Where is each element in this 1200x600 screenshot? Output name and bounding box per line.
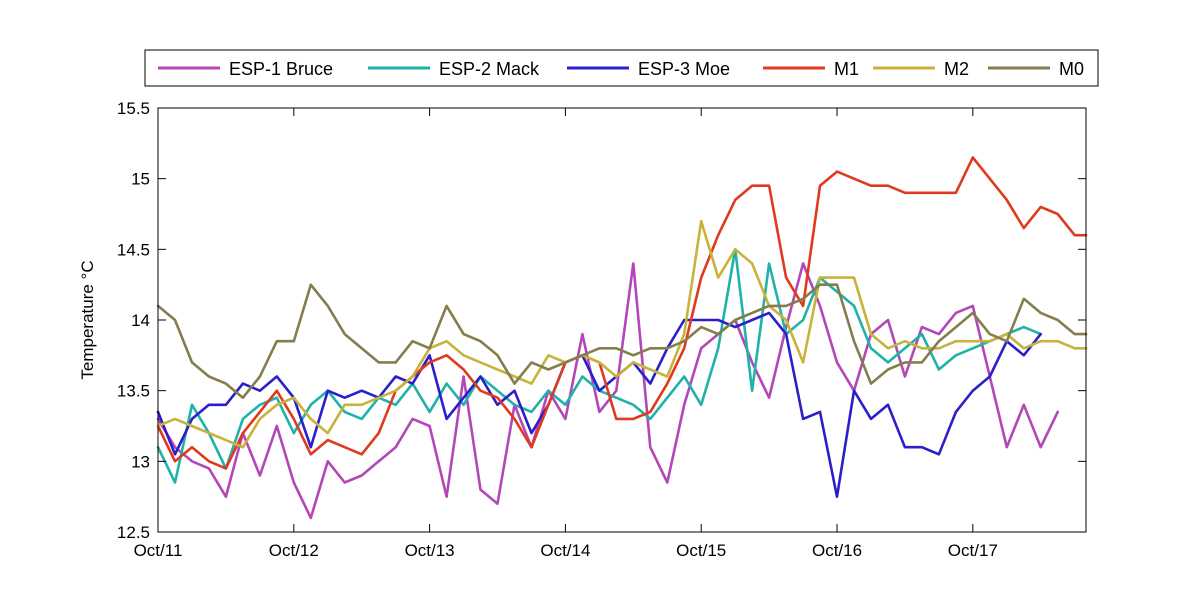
x-tick-label: Oct/11 [134,541,183,560]
legend-label-esp-1-bruce: ESP-1 Bruce [229,59,333,79]
x-tick-label: Oct/14 [540,541,590,560]
tick-layer: Oct/11 Oct/12 Oct/13 Oct/14 Oct/15 Oct/16 Oct/… [117,99,1086,560]
y-tick-label: 15.5 [117,99,150,118]
series-line-m0 [156,283,1088,400]
legend-label-m2: M2 [944,59,969,79]
y-tick-label: 15 [131,170,150,189]
y-tick-label: 14 [131,311,150,330]
series-line-m1 [156,156,1088,470]
y-tick-label: 12.5 [117,523,150,542]
x-tick-label: Oct/17 [948,541,998,560]
legend-label-m1: M1 [834,59,859,79]
y-tick-label: 13.5 [117,382,150,401]
series-line-esp-3-moe [156,311,1042,499]
x-tick-label: Oct/16 [812,541,862,560]
legend-label-m0: M0 [1059,59,1084,79]
series-layer [156,156,1088,520]
series-line-m2 [156,219,1088,449]
series-line-esp-1-bruce [156,262,1059,520]
y-tick-label: 13 [131,452,150,471]
x-tick-label: Oct/12 [269,541,319,560]
x-tick-label: Oct/15 [676,541,726,560]
y-tick-label: 14.5 [117,240,150,259]
x-tick-label: Oct/13 [405,541,455,560]
legend-label-esp-3-moe: ESP-3 Moe [638,59,730,79]
legend-label-esp-2-mack: ESP-2 Mack [439,59,540,79]
y-axis-label: Temperature °C [78,260,97,379]
legend: ESP-1 Bruce ESP-2 Mack ESP-3 Moe M1 M2 M0 [144,49,1099,87]
